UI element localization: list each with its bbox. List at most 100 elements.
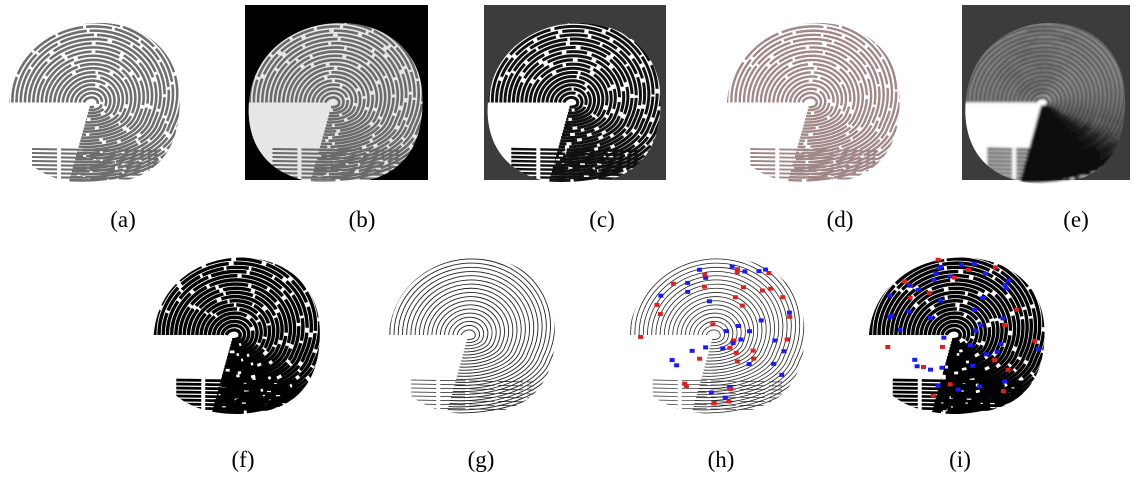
ridge: [226, 330, 240, 340]
minutia-marker: [977, 384, 982, 388]
ridge: [32, 173, 158, 175]
minutia-marker: [734, 351, 739, 355]
minutia-marker: [785, 337, 790, 341]
minutia-marker: [908, 296, 913, 300]
fingerprint-image: [463, 0, 678, 180]
fingerprint-image: [934, 0, 1135, 180]
fingerprint-image: [702, 0, 917, 180]
minutia-marker: [1006, 279, 1011, 283]
minutia-marker: [751, 357, 756, 361]
ridge: [893, 408, 1023, 410]
minutia-marker: [939, 265, 944, 269]
minutia-marker: [966, 268, 971, 272]
ridge: [457, 326, 479, 343]
ridge: [32, 161, 158, 163]
minutia-marker: [936, 258, 941, 262]
minutia-marker: [938, 299, 943, 303]
minutia-marker: [733, 295, 738, 299]
minutia-marker: [979, 323, 984, 327]
minutia-marker: [999, 342, 1004, 346]
minutia-marker: [940, 345, 945, 349]
minutia-marker: [703, 345, 708, 349]
minutia-marker: [760, 289, 765, 293]
minutia-marker: [787, 315, 792, 319]
minutia-marker: [907, 310, 912, 314]
minutia-marker: [735, 359, 740, 363]
ridges: [702, 0, 917, 180]
minutia-marker: [948, 382, 953, 386]
minutia-marker: [740, 304, 745, 308]
minutia-marker: [707, 299, 712, 303]
minutia-marker: [738, 338, 743, 342]
minutia-marker: [885, 345, 890, 349]
minutia-marker: [723, 396, 728, 400]
minutia-marker: [671, 282, 676, 286]
minutia-marker: [1001, 389, 1006, 393]
minutia-marker: [747, 329, 752, 333]
minutia-marker: [992, 358, 997, 362]
minutia-marker: [735, 267, 740, 271]
minutia-marker: [781, 349, 786, 353]
minutia-marker: [685, 290, 690, 294]
panel-label: (h): [708, 447, 735, 472]
minutia-marker: [710, 322, 715, 326]
ridge: [750, 173, 877, 175]
minutia-marker: [720, 346, 725, 350]
minutia-marker: [935, 384, 940, 388]
page: (a) (b) (c) (d) (e) (f) (g) (h) (i) (() …: [0, 0, 1135, 479]
minutia-marker: [724, 329, 729, 333]
ridges: [0, 0, 198, 180]
ridges: [845, 229, 1060, 413]
minutia-marker: [690, 349, 695, 353]
minutia-marker: [928, 316, 933, 320]
minutia-marker: [921, 365, 926, 369]
minutia-marker: [912, 358, 917, 362]
minutia-marker: [1002, 323, 1007, 327]
ridge: [84, 97, 98, 107]
ridge: [946, 330, 960, 340]
panel-label: (d): [827, 207, 854, 232]
minutia-marker: [1006, 368, 1011, 372]
minutia-marker: [702, 285, 707, 289]
minutia-marker: [970, 364, 975, 368]
ridge: [702, 326, 724, 343]
minutia-marker: [952, 276, 957, 280]
ridge: [706, 330, 720, 340]
minutia-marker: [941, 336, 946, 340]
minutia-marker: [956, 388, 961, 392]
panel-label: (b): [349, 207, 376, 232]
minutia-marker: [939, 366, 944, 370]
minutia-marker: [728, 387, 733, 391]
minutia-marker: [771, 362, 776, 366]
minutia-marker: [916, 288, 921, 292]
minutia-marker: [731, 341, 736, 345]
ridge: [803, 97, 817, 107]
fingerprint-image: [360, 229, 575, 413]
minutia-marker: [968, 343, 973, 347]
panel-label: (g): [468, 447, 495, 472]
ridge: [750, 149, 877, 151]
minutia-marker: [742, 269, 747, 273]
fingerprint-image: [845, 229, 1060, 413]
ridge: [750, 177, 877, 179]
minutia-marker: [993, 265, 998, 269]
ridge: [653, 380, 783, 382]
minutia-marker: [1002, 380, 1007, 384]
panel-label: (a): [110, 207, 136, 232]
minutia-marker: [684, 384, 689, 388]
minutia-marker: [973, 329, 978, 333]
minutia-marker: [697, 357, 702, 361]
minutia-marker: [931, 394, 936, 398]
ridge: [415, 284, 521, 373]
ridge: [660, 284, 766, 373]
minutia-marker: [697, 268, 702, 272]
minutia-marker: [915, 364, 920, 368]
minutia-marker: [983, 272, 988, 276]
minutia-marker: [1036, 347, 1041, 351]
minutia-marker: [959, 263, 964, 267]
minutia-marker: [995, 350, 1000, 354]
minutia-marker: [674, 363, 679, 367]
minutia-marker: [927, 291, 932, 295]
panel-label: (e): [1063, 207, 1089, 232]
panel-label: (f): [232, 447, 255, 472]
